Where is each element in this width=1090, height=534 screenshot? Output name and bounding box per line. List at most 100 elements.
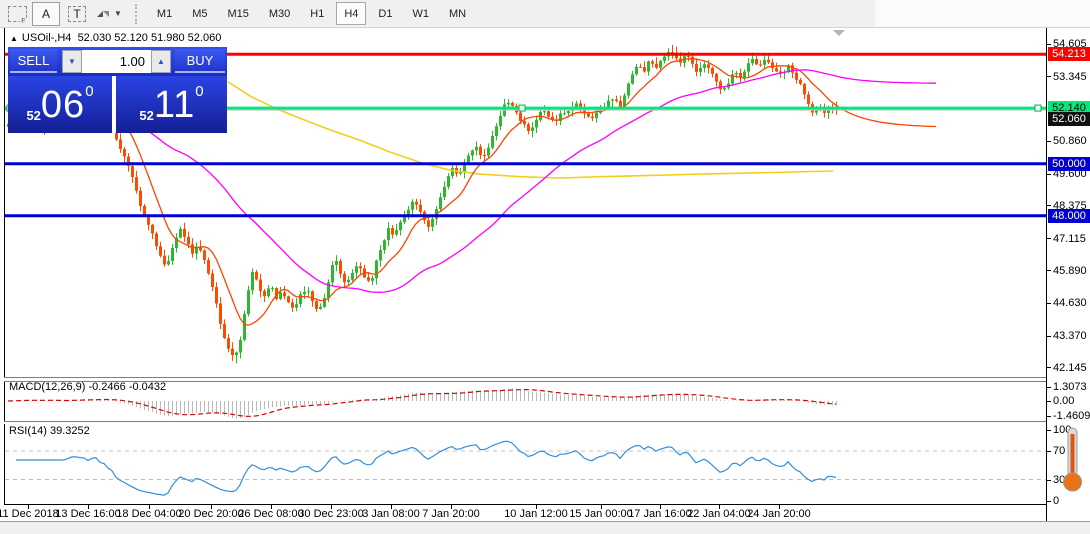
price-badge-50.000: 50.000 <box>1048 156 1090 171</box>
timeframe-button-MN[interactable]: MN <box>448 7 467 20</box>
price-tick <box>1047 335 1051 337</box>
font-tool-button[interactable]: A <box>32 1 60 26</box>
timeframe-button-M15[interactable]: M15 <box>227 7 249 20</box>
price-badge-54.213: 54.213 <box>1048 47 1090 62</box>
panel-gap <box>112 76 116 133</box>
rsi-pane[interactable] <box>5 423 1046 504</box>
price-tick <box>1047 173 1051 175</box>
price-badge-52.140: 52.140 <box>1048 101 1090 116</box>
frame-tool-button[interactable]: F <box>2 2 28 26</box>
letter-a-icon: A <box>41 6 50 21</box>
ohlc-values: 52.030 52.120 51.980 52.060 <box>77 32 222 44</box>
rsi-label: RSI(14) 39.3252 <box>9 425 90 437</box>
time-tick <box>719 505 720 509</box>
macd-pane[interactable] <box>5 380 1046 421</box>
indicator-axis-label: 100 <box>1053 423 1072 436</box>
price-tick <box>1047 367 1051 369</box>
time-tick-label: 18 Dec 04:00 <box>116 508 182 520</box>
time-tick-label: 7 Jan 20:00 <box>422 508 480 520</box>
thermometer-icon <box>1063 427 1082 492</box>
price-tick-label: 49.600 <box>1053 168 1087 181</box>
price-tick <box>1047 140 1051 142</box>
price-tick-label: 42.145 <box>1053 361 1087 374</box>
price-tick <box>1047 270 1051 272</box>
indicator-axis-label: 0.00 <box>1053 395 1075 407</box>
hline-handle[interactable] <box>1034 104 1042 112</box>
time-tick-label: 22 Jan 04:00 <box>687 508 751 520</box>
volume-increase-button[interactable]: ▲ <box>151 50 171 73</box>
time-tick <box>779 505 780 509</box>
price-badge-48.000: 48.000 <box>1048 208 1090 223</box>
time-tick <box>601 505 602 509</box>
timeframe-button-W1[interactable]: W1 <box>412 7 429 20</box>
volume-input[interactable]: 1.00 <box>82 50 151 73</box>
indicator-axis-label: 30 <box>1053 473 1066 486</box>
time-axis[interactable]: 11 Dec 2018 13 Dec 16:00 18 Dec 04:00 20 De… <box>0 504 1046 522</box>
objects-arrows-icon <box>97 10 109 17</box>
timeframe-button-D1[interactable]: D1 <box>378 7 393 20</box>
time-tick-label: 30 Dec 23:00 <box>298 508 364 520</box>
timeframe-button-M30[interactable]: M30 <box>268 7 291 20</box>
timeframe-button-M5[interactable]: M5 <box>192 7 208 20</box>
price-tick-label: 44.630 <box>1053 297 1087 310</box>
price-tick <box>1047 76 1051 78</box>
one-click-trading-panel: SELL ▼ 1.00 ▲ BUY 52 06 0 52 11 0 <box>8 47 227 133</box>
time-tick <box>536 505 537 509</box>
pane-separator[interactable] <box>4 421 1047 424</box>
indicator-axis-label: 0 <box>1053 495 1060 507</box>
price-tick-label: 54.605 <box>1053 38 1087 50</box>
time-tick-label: 10 Jan 12:00 <box>504 508 568 520</box>
sell-button[interactable]: SELL <box>10 49 57 73</box>
toolbar: F A T ▼ M1 M5 M15 M30 H1 H4 D1 W1 MN <box>0 0 875 28</box>
buy-button[interactable]: BUY <box>175 49 225 73</box>
price-tick <box>1047 238 1051 240</box>
hline-handle[interactable] <box>518 104 526 112</box>
time-tick-label: 20 Dec 20:00 <box>178 508 244 520</box>
toolbar-grip <box>134 3 141 24</box>
timeframe-button-M1[interactable]: M1 <box>156 7 173 20</box>
time-tick-label: 3 Jan 08:00 <box>362 508 420 520</box>
chart-title: ▲ USOil-,H4 52.030 52.120 51.980 52.060 <box>10 32 222 44</box>
ma-long-line <box>227 81 834 179</box>
indicator-axis-label: -1.4609 <box>1053 410 1090 422</box>
time-tick <box>28 505 29 509</box>
time-tick-label: 17 Jan 16:00 <box>628 508 692 520</box>
price-badge-52.060: 52.060 <box>1048 112 1090 127</box>
objects-tool-button[interactable]: ▼ <box>94 2 123 26</box>
price-tick <box>1047 205 1051 207</box>
price-tick <box>1047 43 1051 45</box>
timeframe-button-H4[interactable]: H4 <box>336 2 367 25</box>
macd-signal-line <box>7 389 837 418</box>
price-tick-label: 53.345 <box>1053 70 1087 83</box>
timeframe-button-H1[interactable]: H1 <box>310 7 325 20</box>
time-tick <box>391 505 392 509</box>
time-tick <box>149 505 150 509</box>
time-tick-label: 24 Jan 20:00 <box>747 508 811 520</box>
time-tick <box>271 505 272 509</box>
scroll-to-end-marker-icon <box>833 30 845 36</box>
down-arrow-icon: ▼ <box>68 57 76 66</box>
time-tick-label: 15 Jan 00:00 <box>569 508 633 520</box>
macd-label: MACD(12,26,9) -0.2466 -0.0432 <box>9 381 167 393</box>
volume-decrease-button[interactable]: ▼ <box>62 50 82 73</box>
buy-price-display[interactable]: 52 11 0 <box>116 76 227 133</box>
price-tick-label: 47.115 <box>1053 232 1086 245</box>
time-tick-label: 11 Dec 2018 <box>0 508 59 520</box>
collapse-triangle-icon[interactable]: ▲ <box>10 34 18 43</box>
pane-separator[interactable] <box>4 377 1047 382</box>
indicator-axis-label: 70 <box>1053 444 1066 457</box>
toolbar-empty-area <box>875 0 1090 28</box>
time-tick <box>451 505 452 509</box>
time-tick <box>211 505 212 509</box>
timeframe-toolbar: M1 M5 M15 M30 H1 H4 D1 W1 MN <box>147 2 476 25</box>
time-tick <box>660 505 661 509</box>
time-tick-label: 26 Dec 08:00 <box>238 508 304 520</box>
text-tool-button[interactable]: T <box>64 2 90 26</box>
ma-slow-line <box>7 69 936 293</box>
sell-price-display[interactable]: 52 06 0 <box>8 76 112 133</box>
frame-icon: F <box>7 5 27 25</box>
letter-t-icon: T <box>68 5 86 22</box>
indicator-axis-label: 1.3073 <box>1053 381 1087 393</box>
price-tick-label: 45.890 <box>1053 264 1087 277</box>
